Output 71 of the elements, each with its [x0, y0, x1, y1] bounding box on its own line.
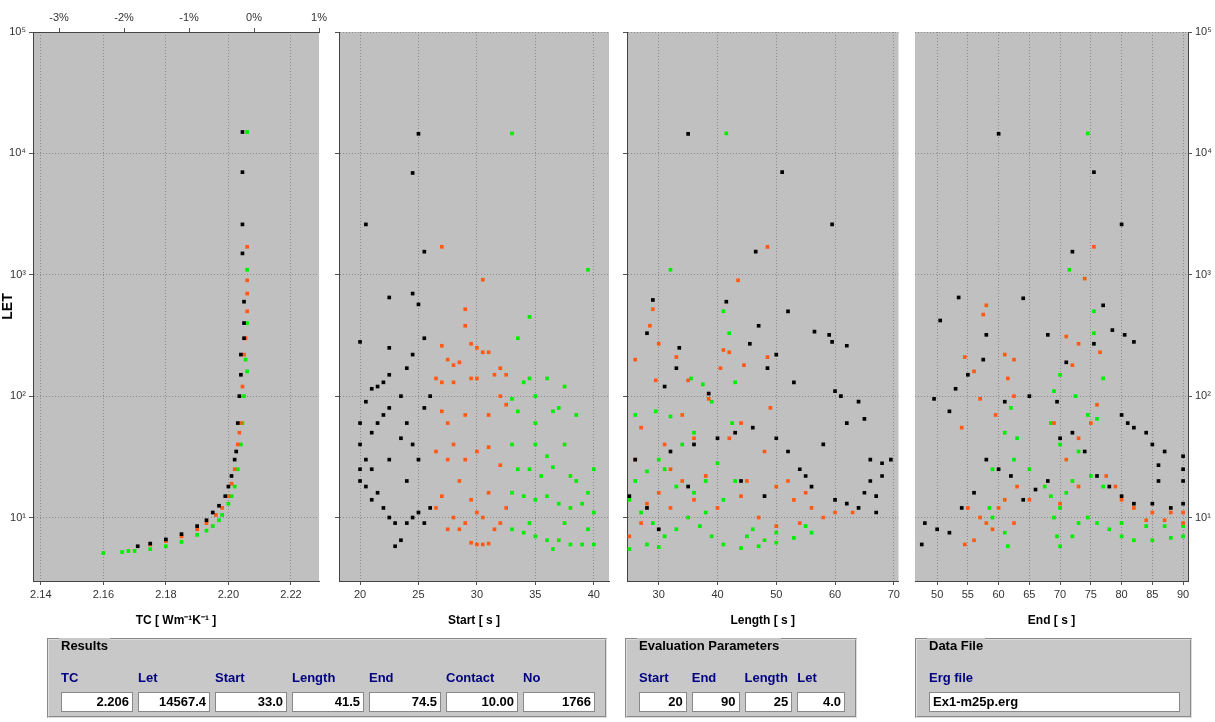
text: Data File: [927, 638, 986, 653]
category-label: Start: [639, 670, 670, 687]
text: Results: [59, 638, 110, 653]
text: 20: [668, 694, 683, 709]
text: 1766: [562, 694, 591, 709]
x2-tick-label: -3%: [49, 11, 69, 24]
y2-tick-label: 10¹: [1195, 510, 1212, 523]
text: Evaluation Parameters: [637, 638, 782, 653]
x-tick-label: 55: [961, 587, 974, 600]
x-tick-label: 2.22: [280, 587, 302, 600]
y2-tick-label: 10⁵: [1195, 25, 1212, 38]
category-label: Erg file: [929, 670, 975, 687]
x-tick-label: 75: [1084, 587, 1097, 600]
y2-tick-label: 10⁴: [1195, 146, 1213, 159]
x-tick-label: 2.14: [30, 587, 52, 600]
category-label: TC: [61, 670, 80, 687]
x-tick-label: 90: [1176, 587, 1190, 600]
category-label: Length: [744, 670, 789, 687]
x-tick-label: 2.16: [92, 587, 115, 600]
x-tick-label: 25: [412, 587, 425, 600]
x-tick-label: 20: [353, 587, 367, 600]
text: Ex1-m25p.erg: [933, 694, 1019, 709]
x-tick-label: 30: [652, 587, 665, 600]
x-tick-label: 60: [828, 587, 842, 600]
x-tick-label: 60: [992, 587, 1005, 600]
x-tick-label: 2.20: [217, 587, 240, 600]
x-tick-label: 40: [587, 587, 600, 600]
category-label: End: [369, 670, 395, 687]
text: 25: [773, 694, 789, 709]
category-label: Let: [138, 670, 159, 687]
text: 14567.4: [159, 694, 206, 709]
x-tick-label: 70: [887, 587, 900, 600]
text: 10.00: [481, 694, 514, 709]
x-axis-title: Start [ s ]: [447, 613, 501, 628]
x-tick-label: 70: [1053, 587, 1067, 600]
x-tick-label: 85: [1146, 587, 1159, 600]
text: 90: [721, 694, 736, 709]
y2-tick-label: 10³: [1195, 267, 1212, 280]
y-tick-label: 10³: [10, 267, 27, 280]
x-tick-label: 35: [529, 587, 542, 600]
x-tick-label: 50: [770, 587, 783, 600]
x-axis-title: Length [ s ]: [730, 613, 796, 628]
x-axis-title: TC [ Wm⁻¹K⁻¹ ]: [135, 613, 217, 628]
x-tick-label: 2.18: [155, 587, 177, 600]
y-tick-label: 10⁴: [9, 146, 27, 159]
x2-tick-label: -1%: [179, 11, 200, 24]
y-tick-label: 10²: [10, 389, 27, 402]
text: 2.206: [96, 694, 129, 709]
category-label: End: [691, 670, 718, 687]
x-tick-label: 65: [1023, 587, 1036, 600]
x-tick-label: 50: [931, 587, 944, 600]
text: 41.5: [334, 694, 360, 709]
x-tick-label: 40: [711, 587, 724, 600]
text: 74.5: [411, 694, 437, 709]
y-axis-title: LET: [0, 292, 16, 320]
text: 4.0: [822, 694, 841, 709]
category-label: Start: [215, 670, 246, 687]
x-tick-label: 80: [1115, 587, 1128, 600]
x-tick-label: 30: [470, 587, 484, 600]
x2-tick-label: 1%: [311, 11, 328, 24]
x2-tick-label: 0%: [246, 11, 263, 24]
category-label: No: [523, 670, 542, 687]
x2-tick-label: -2%: [114, 11, 135, 24]
category-label: Length: [292, 670, 337, 687]
x-axis-title: End [ s ]: [1027, 613, 1076, 628]
text: 33.0: [257, 694, 283, 709]
category-label: Let: [797, 670, 818, 687]
y2-tick-label: 10²: [1195, 389, 1212, 402]
category-label: Contact: [446, 670, 496, 687]
y-tick-label: 10⁵: [9, 25, 26, 38]
y-tick-label: 10¹: [10, 510, 27, 523]
